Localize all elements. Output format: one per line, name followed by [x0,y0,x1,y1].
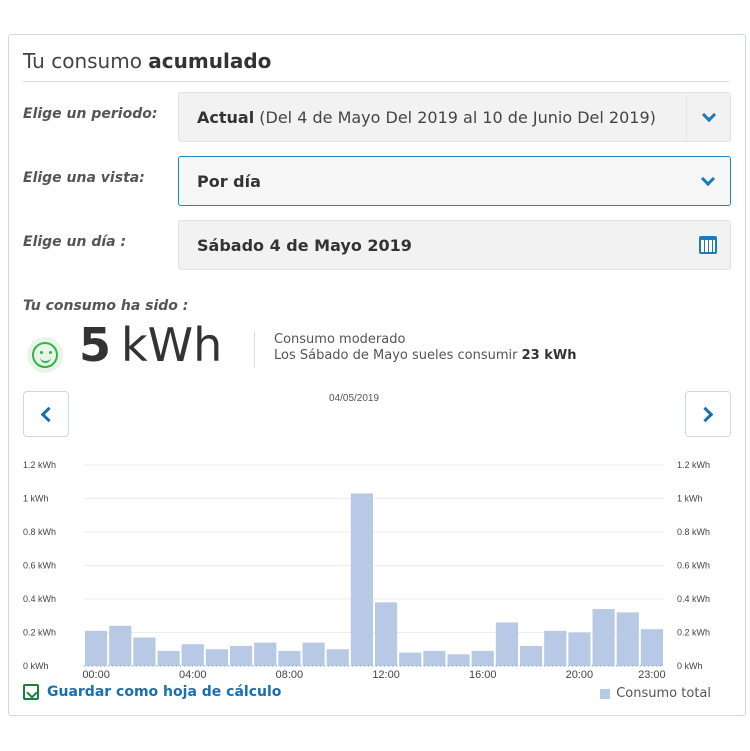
summary-divider [254,331,255,367]
view-value: Por día [197,172,261,191]
chart-bar [447,654,470,666]
chart-bar [520,645,543,666]
period-dropdown-button[interactable] [686,93,730,141]
chart-bar [640,629,663,666]
x-tick-label: 23:00 [638,669,666,680]
y-tick-label-left: 1 kWh [23,494,49,504]
chevron-down-icon [701,107,716,122]
consumption-chart: 0 kWh 0 kWh 0.2 kWh 0.2 kWh 0.4 kWh 0.4 kWh 0.… [23,460,710,680]
next-day-button[interactable] [685,391,731,437]
chart-bar [109,625,132,666]
y-tick-label-left: 0.2 kWh [23,628,56,638]
period-value: Actual (Del 4 de Mayo Del 2019 al 10 de … [197,108,656,127]
day-picker[interactable]: Sábado 4 de Mayo 2019 [178,220,731,270]
chevron-left-icon [40,406,57,422]
y-tick-label-left: 0.8 kWh [23,527,56,537]
calendar-icon [699,236,717,254]
y-tick-label-right: 0 kWh [677,661,703,671]
chart-bar [375,602,398,666]
prev-day-button[interactable] [23,391,69,437]
y-tick-label-left: 0 kWh [23,661,49,671]
chart-bar [350,493,373,666]
consumption-card: Tu consumo acumulado Elige un periodo: A… [8,34,746,716]
summary-label: Tu consumo ha sido : [23,298,189,314]
x-tick-label: 20:00 [566,669,594,680]
chart-bar [616,612,639,666]
period-label: Elige un periodo: [23,106,158,122]
y-tick-label-right: 0.8 kWh [677,527,710,537]
x-tick-label: 12:00 [372,669,400,680]
chart-bar [423,650,446,666]
chart-bar [302,642,325,666]
chart-bar [133,637,156,666]
consumption-value: 5 [79,318,112,372]
chart-bar [568,632,591,666]
chart-bar [85,630,108,666]
period-select[interactable]: Actual (Del 4 de Mayo Del 2019 al 10 de … [178,92,731,142]
chart-bar [230,645,253,666]
view-select[interactable]: Por día [178,156,731,206]
legend-label: Consumo total [616,686,711,701]
x-tick-label: 16:00 [469,669,497,680]
y-tick-label-left: 0.6 kWh [23,561,56,571]
y-tick-label-left: 1.2 kWh [23,460,56,470]
chart-bar [326,649,349,666]
x-tick-label: 08:00 [276,669,304,680]
consumption-compare: Los Sábado de Mayo sueles consumir 23 kW… [274,348,577,363]
save-spreadsheet-link[interactable]: Guardar como hoja de cálculo [23,684,281,700]
chart-bar [254,642,277,666]
calendar-button[interactable] [686,221,730,269]
chart-bar [495,622,518,666]
chart-legend: Consumo total [600,686,711,701]
consumption-status: Consumo moderado [274,332,406,347]
chevron-right-icon [697,406,714,422]
consumption-unit: kWh [121,318,223,372]
x-tick-label: 04:00 [179,669,207,680]
chart-bar [205,649,228,666]
save-spreadsheet-label: Guardar como hoja de cálculo [47,684,282,700]
y-tick-label-right: 1.2 kWh [677,460,710,470]
chart-bar [592,609,615,666]
view-dropdown-button[interactable] [686,157,730,205]
chart-bar [399,652,422,666]
day-value: Sábado 4 de Mayo 2019 [197,236,412,255]
view-label: Elige una vista: [23,170,145,186]
chevron-down-icon [700,171,716,186]
legend-swatch [600,688,611,699]
y-tick-label-right: 0.4 kWh [677,594,710,604]
y-tick-label-right: 1 kWh [677,494,703,504]
page-title: Tu consumo acumulado [23,49,272,73]
chart-bar [544,630,567,666]
chart-bar [181,644,204,666]
chart-date: 04/05/2019 [329,393,380,404]
chart-bar [471,650,494,666]
chart-bar [278,650,301,666]
y-tick-label-right: 0.2 kWh [677,628,710,638]
smiley-icon [27,337,63,373]
chart-bar [157,650,180,666]
day-label: Elige un día : [23,234,127,250]
spreadsheet-icon [23,684,39,700]
x-tick-label: 00:00 [82,669,110,680]
y-tick-label-left: 0.4 kWh [23,594,56,604]
title-divider [23,81,729,82]
y-tick-label-right: 0.6 kWh [677,561,710,571]
